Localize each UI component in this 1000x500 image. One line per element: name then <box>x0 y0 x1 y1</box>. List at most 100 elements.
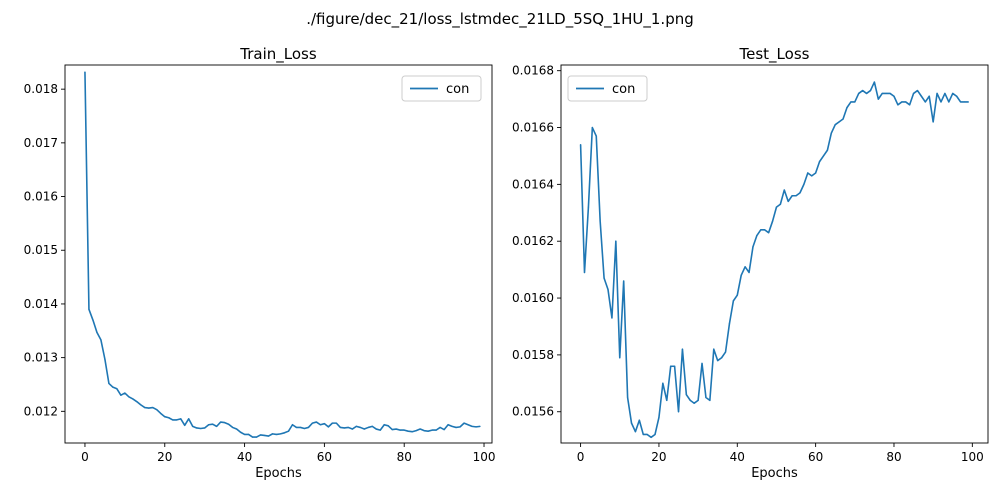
train-loss-data-point <box>104 358 106 360</box>
test-loss-y-tick-label: 0.0166 <box>512 121 554 135</box>
test-loss-data-point <box>795 195 797 197</box>
test-loss-data-point <box>952 92 954 95</box>
train-loss-data-point <box>176 419 178 421</box>
train-loss-data-point <box>303 427 306 430</box>
test-loss-data-point <box>948 101 950 103</box>
train-loss-data-point <box>339 426 341 429</box>
train-loss-data-point <box>319 424 322 426</box>
train-loss-data-point <box>156 409 158 411</box>
train-loss-data-point <box>403 429 405 431</box>
test-loss-data-point <box>893 95 895 97</box>
test-loss-data-point <box>959 101 962 103</box>
train-loss-data-point <box>299 426 302 429</box>
test-loss-data-point <box>677 411 680 413</box>
train-loss-data-point <box>228 423 230 425</box>
train-loss-data-point <box>243 433 246 436</box>
test-loss-data-point <box>838 121 840 123</box>
train-loss-data-point <box>479 425 481 427</box>
train-loss-data-point <box>251 436 254 438</box>
test-loss-data-point <box>834 124 836 126</box>
test-loss-data-point <box>591 126 593 129</box>
test-loss-data-point <box>936 92 938 95</box>
test-loss-data-point <box>756 234 758 237</box>
train-loss-data-point <box>283 432 286 434</box>
train-loss-data-point <box>88 308 90 310</box>
train-loss-data-point <box>391 428 393 431</box>
test-loss-data-point <box>650 436 652 438</box>
test-loss-legend: con <box>567 75 648 102</box>
test-loss-x-tick-label: 40 <box>730 450 745 464</box>
figure-suptitle: ./figure/dec_21/loss_lstmdec_21LD_5SQ_1H… <box>306 10 694 29</box>
train-loss-data-point <box>295 426 298 429</box>
train-loss-data-point <box>431 429 433 431</box>
train-loss-data-point <box>407 430 409 432</box>
test-loss-data-point <box>815 172 817 174</box>
train-loss-data-point <box>100 339 102 341</box>
test-loss-data-point <box>787 200 789 203</box>
train-loss-data-point <box>204 427 206 429</box>
test-loss-data-point <box>752 246 754 248</box>
train-loss-data-point <box>383 424 385 426</box>
train-loss-panel: Train_Loss 0 20 40 60 80 100 0.012 0.013 0.014 0.0… <box>24 45 496 481</box>
test-loss-data-point <box>717 359 719 362</box>
train-loss-data-point <box>92 319 94 321</box>
train-loss-data-point <box>120 394 122 396</box>
test-loss-data-point <box>642 433 644 436</box>
train-loss-data-point <box>124 392 126 394</box>
train-loss-legend-box <box>401 75 482 102</box>
test-loss-x-tick-label: 100 <box>961 450 984 464</box>
test-loss-x-tick-label: 0 <box>577 450 585 464</box>
test-loss-data-point <box>599 220 601 222</box>
test-loss-data-point <box>607 288 609 291</box>
train-loss-data-point <box>148 407 150 409</box>
test-loss-data-point <box>897 104 899 106</box>
train-loss-x-tick-label: 20 <box>157 450 172 464</box>
test-loss-data-point <box>854 101 856 103</box>
test-loss-data-point <box>768 232 770 234</box>
train-loss-data-point <box>144 406 146 409</box>
train-loss-data-point <box>184 424 186 426</box>
train-loss-data-point <box>427 430 429 432</box>
test-loss-data-point <box>901 101 903 103</box>
test-loss-data-point <box>963 101 966 103</box>
train-loss-data-point <box>375 428 377 430</box>
train-loss-data-point <box>423 430 425 432</box>
test-loss-data-point <box>842 118 844 120</box>
test-loss-data-point <box>603 277 605 279</box>
train-loss-y-tick-label: 0.015 <box>24 243 58 257</box>
train-loss-data-point <box>419 428 421 430</box>
test-loss-x-tick-label: 60 <box>808 450 823 464</box>
train-loss-data-point <box>116 388 118 390</box>
test-loss-data-point <box>744 266 746 268</box>
test-loss-data-point <box>697 399 699 401</box>
test-loss-data-point <box>928 95 930 97</box>
train-loss-data-point <box>359 426 361 429</box>
test-loss-data-point <box>587 206 590 208</box>
test-loss-data-point <box>771 220 774 222</box>
test-loss-data-point <box>783 189 785 191</box>
test-loss-data-point <box>916 89 919 92</box>
test-loss-data-point <box>791 195 793 197</box>
train-loss-data-point <box>399 429 401 431</box>
train-loss-y-tick-label: 0.018 <box>24 82 58 96</box>
train-loss-data-point <box>279 433 282 435</box>
train-loss-data-point <box>212 423 214 425</box>
test-loss-data-point <box>705 396 707 399</box>
test-loss-data-point <box>611 317 613 319</box>
test-loss-y-tick-label: 0.0156 <box>512 405 554 419</box>
test-loss-data-point <box>869 89 872 92</box>
test-loss-data-point <box>728 323 731 325</box>
train-loss-data-point <box>447 424 449 426</box>
test-loss-data-point <box>826 149 828 151</box>
train-loss-data-point <box>172 419 174 421</box>
train-loss-data-point <box>435 429 437 431</box>
test-loss-data-point <box>822 155 825 157</box>
test-loss-data-point <box>740 274 742 276</box>
test-loss-data-point <box>666 399 668 401</box>
test-loss-data-point <box>630 422 633 424</box>
test-loss-data-point <box>736 294 738 296</box>
test-loss-data-point <box>579 143 582 146</box>
train-loss-data-point <box>443 428 445 431</box>
train-loss-y-tick-label: 0.014 <box>24 297 58 311</box>
train-loss-data-point <box>259 434 262 436</box>
